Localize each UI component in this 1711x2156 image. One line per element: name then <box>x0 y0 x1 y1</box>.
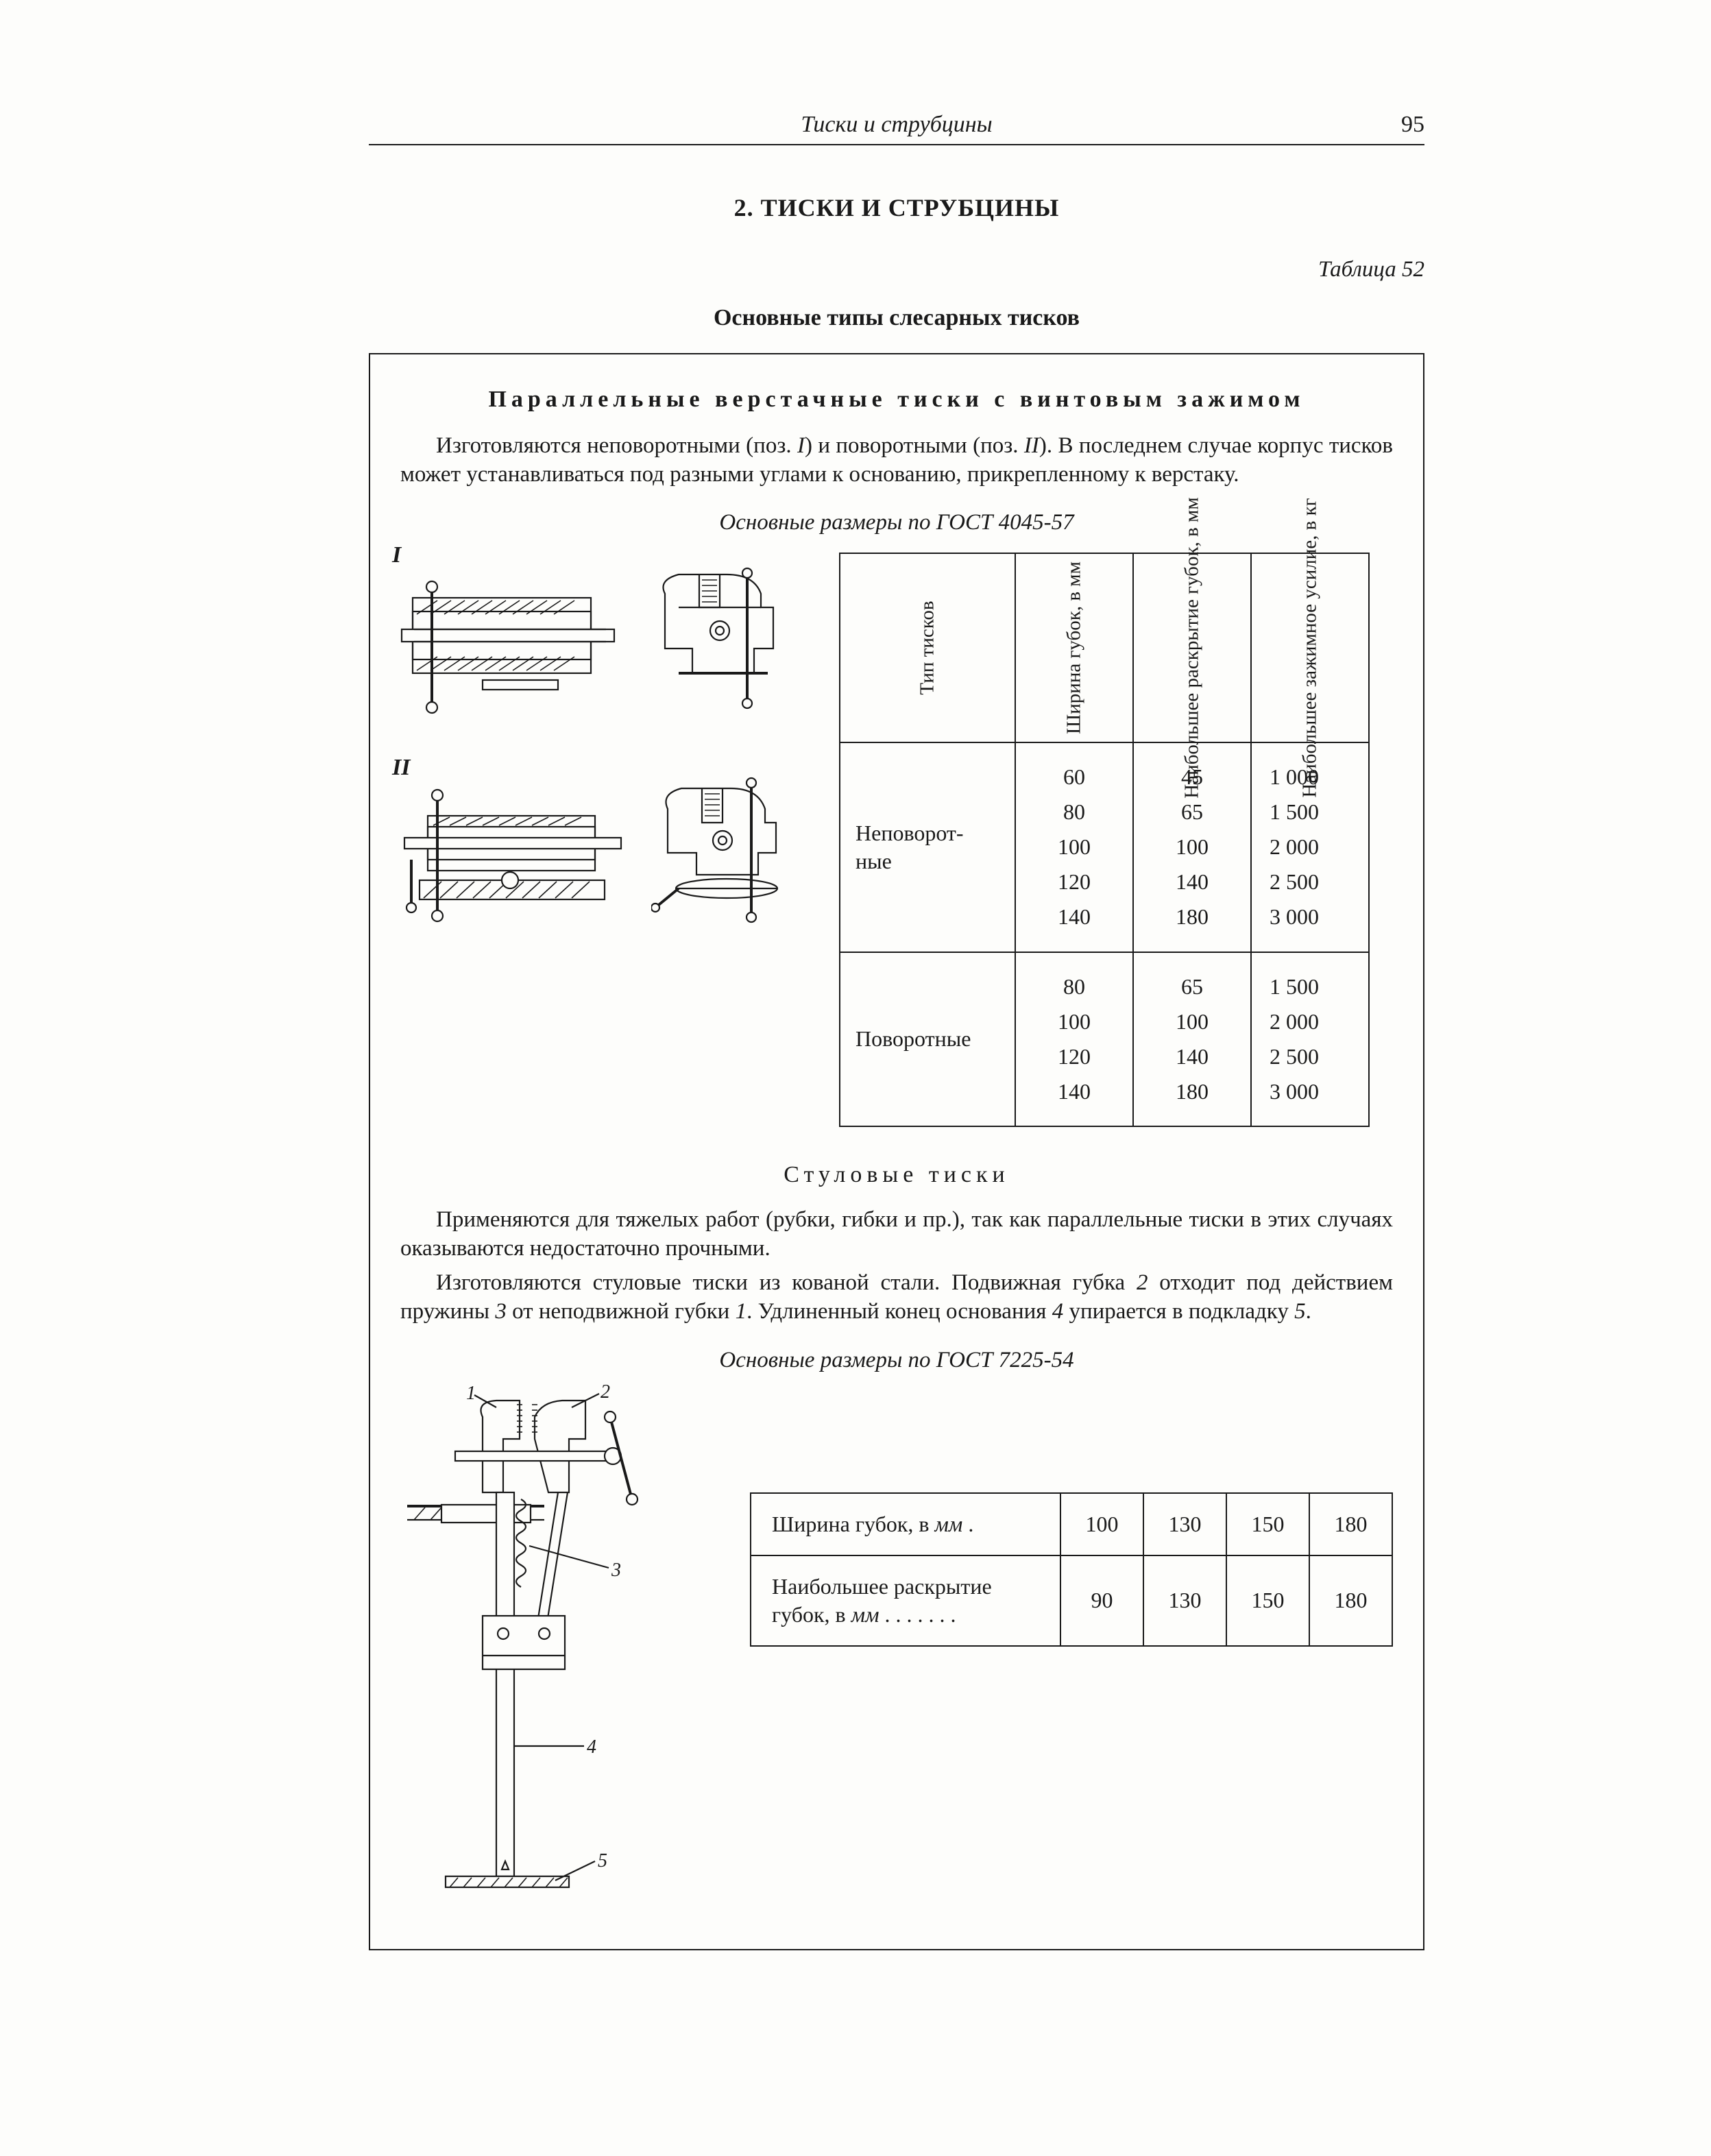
diagram-callout-3: 3 <box>611 1558 621 1583</box>
para-leg-vise-construction: Изготовляются стуловые тиски из кованой … <box>400 1268 1393 1326</box>
diagram-pos-i: I <box>400 559 812 717</box>
para-parallel-description: Изготовляются неповоротными (поз. I) и п… <box>400 431 1393 489</box>
para-text: Изготовляются стуловые тиски из кованой … <box>436 1270 1137 1295</box>
col-header-type-text: Тип тисков <box>916 601 938 694</box>
diagram-ii-section <box>400 779 627 930</box>
diagram-callout-2: 2 <box>600 1380 610 1405</box>
para-text: упирается в подкладку <box>1063 1299 1294 1324</box>
para-text: от неподвижной губки <box>507 1299 736 1324</box>
col-header-width-text: Ширина губок, в мм <box>1063 561 1085 734</box>
col-header-clamp-force: Наибольшее зажимное усилие, в кг <box>1251 553 1369 742</box>
table-row: Неповорот- ные 60 80 100 120 140 45 65 1… <box>840 742 1369 952</box>
diagram-label-i: I <box>392 540 401 570</box>
callout-ref-1: 1 <box>736 1299 747 1324</box>
diagram-i-side <box>651 559 795 717</box>
row-text: Ширина губок, в <box>772 1512 935 1536</box>
gost-caption-7225: Основные размеры по ГОСТ 7225-54 <box>400 1346 1393 1374</box>
diagram-ii-side <box>651 772 795 930</box>
section-heading: 2. ТИСКИ И СТРУБЦИНЫ <box>369 192 1424 223</box>
row-header-max-open: Наибольшее раскрытие губок, в мм . . . .… <box>751 1555 1060 1646</box>
table-leg-vise-dimensions: Ширина губок, в мм . 100 130 150 180 Наи… <box>750 1492 1393 1647</box>
cell-value: 130 <box>1143 1493 1226 1555</box>
running-header: Тиски и струбцины 95 <box>369 110 1424 145</box>
cell-value: 130 <box>1143 1555 1226 1646</box>
para-text: Изготовляются неповоротными (поз. <box>436 433 797 458</box>
diagram-i-section <box>400 573 627 717</box>
para-leg-vise-use: Применяются для тяжелых работ (рубки, ги… <box>400 1205 1393 1263</box>
table-number-label: Таблица 52 <box>369 255 1424 284</box>
table-row: Наибольшее раскрытие губок, в мм . . . .… <box>751 1555 1392 1646</box>
para-text: . <box>1306 1299 1311 1324</box>
unit-mm: мм <box>935 1512 963 1536</box>
col-header-max-open: Наибольшее раскрытие губок, в мм <box>1133 553 1251 742</box>
gost-caption-4045: Основные размеры по ГОСТ 4045-57 <box>400 508 1393 537</box>
diagrams-parallel-vises: I <box>400 553 812 930</box>
diagram-callout-1: 1 <box>466 1381 476 1406</box>
cell-open: 65 100 140 180 <box>1133 952 1251 1127</box>
cell-width: 60 80 100 120 140 <box>1015 742 1133 952</box>
pos-ref-ii: II <box>1024 433 1039 458</box>
col-header-jaw-width: Ширина губок, в мм <box>1015 553 1133 742</box>
para-text: . Удлиненный конец основания <box>747 1299 1052 1324</box>
table-caption: Основные типы слесарных тисков <box>369 303 1424 333</box>
page-number: 95 <box>1363 110 1424 140</box>
callout-ref-5: 5 <box>1294 1299 1306 1324</box>
cell-value: 180 <box>1309 1555 1392 1646</box>
cell-value: 90 <box>1060 1555 1143 1646</box>
cell-width: 80 100 120 140 <box>1015 952 1133 1127</box>
diagram-callout-5: 5 <box>598 1849 607 1874</box>
para-text: ) и поворотными (поз. <box>805 433 1024 458</box>
callout-ref-3: 3 <box>495 1299 507 1324</box>
subheading-leg-vises: Стуловые тиски <box>400 1160 1393 1190</box>
callout-ref-2: 2 <box>1137 1270 1148 1295</box>
col-header-open-text: Наибольшее раскрытие губок, в мм <box>1180 497 1203 798</box>
boxed-content: Параллельные верстачные тиски с винтовым… <box>369 353 1424 1950</box>
cell-value: 150 <box>1226 1493 1309 1555</box>
table-parallel-vise-dimensions: Тип тисков Ширина губок, в мм Наибольшее… <box>839 553 1370 1128</box>
row-text: . . . . . . . <box>879 1602 956 1627</box>
callout-ref-4: 4 <box>1052 1299 1064 1324</box>
diagram-label-ii: II <box>392 753 410 783</box>
cell-force: 1 500 2 000 2 500 3 000 <box>1251 952 1369 1127</box>
subheading-parallel-vises: Параллельные верстачные тиски с винтовым… <box>400 385 1393 415</box>
cell-type-fixed: Неповорот- ные <box>840 742 1015 952</box>
diagram-pos-ii: II <box>400 772 812 930</box>
unit-mm: мм <box>851 1602 879 1627</box>
running-title: Тиски и струбцины <box>430 110 1363 140</box>
cell-value: 100 <box>1060 1493 1143 1555</box>
col-header-type: Тип тисков <box>840 553 1015 742</box>
pos-ref-i: I <box>797 433 805 458</box>
row-text: . <box>962 1512 973 1536</box>
cell-value: 180 <box>1309 1493 1392 1555</box>
diagram-callout-4: 4 <box>587 1735 596 1760</box>
table-row: Ширина губок, в мм . 100 130 150 180 <box>751 1493 1392 1555</box>
row-header-jaw-width: Ширина губок, в мм . <box>751 1493 1060 1555</box>
table-row: Поворотные 80 100 120 140 65 100 140 180… <box>840 952 1369 1127</box>
diagram-leg-vise: 1 2 3 4 5 <box>400 1390 716 1911</box>
cell-value: 150 <box>1226 1555 1309 1646</box>
col-header-force-text: Наибольшее зажимное усилие, в кг <box>1298 498 1321 797</box>
cell-type-swivel: Поворотные <box>840 952 1015 1127</box>
